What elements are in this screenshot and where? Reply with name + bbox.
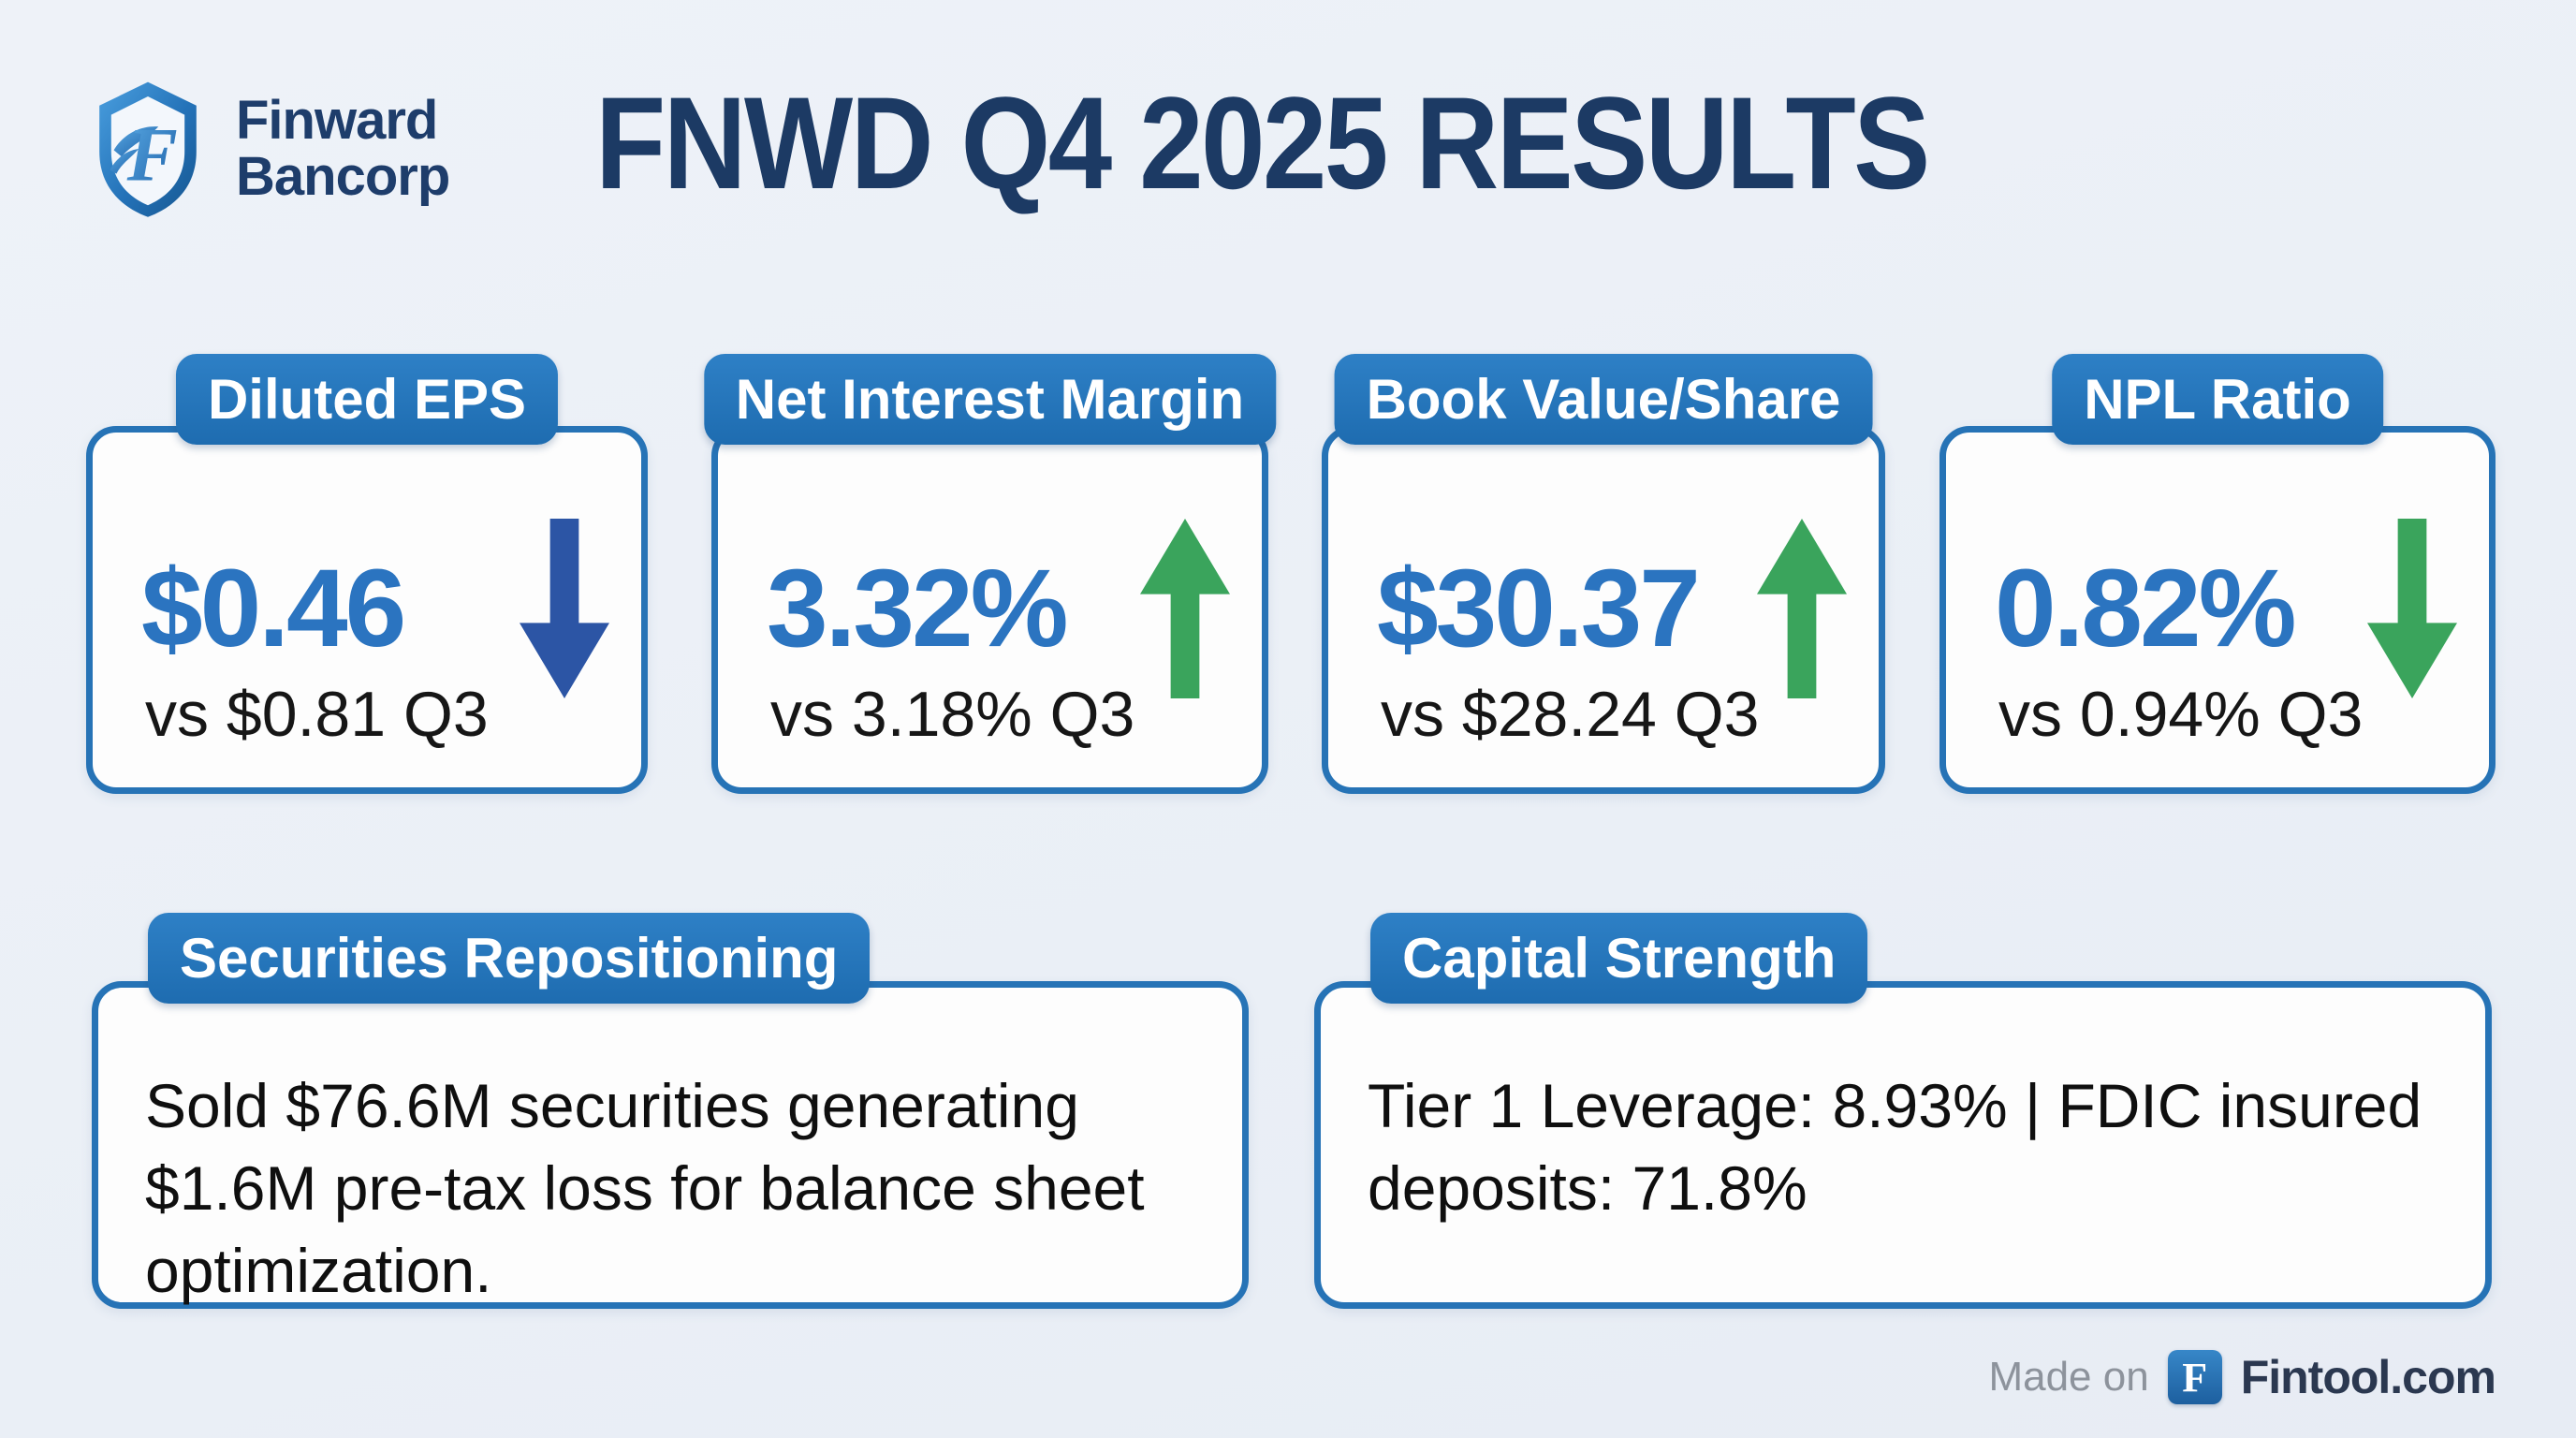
metric-value: $0.46 — [141, 546, 406, 670]
metric-card-body: 3.32% vs 3.18% Q3 — [711, 426, 1268, 794]
metric-card-diluted-eps: Diluted EPS $0.46 vs $0.81 Q3 — [86, 354, 648, 794]
metric-card-body: $30.37 vs $28.24 Q3 — [1322, 426, 1885, 794]
footer-watermark: Made on F Fintool.com — [1988, 1350, 2496, 1404]
detail-label-pill: Capital Strength — [1370, 913, 1868, 1004]
metric-card-net-interest-margin: Net Interest Margin 3.32% vs 3.18% Q3 — [703, 354, 1277, 794]
brand-name-line2: Bancorp — [236, 146, 450, 207]
made-on-label: Made on — [1988, 1354, 2149, 1400]
metric-label-pill: Net Interest Margin — [703, 354, 1277, 445]
metric-card-body: $0.46 vs $0.81 Q3 — [86, 426, 648, 794]
detail-card-securities-repositioning: Securities Repositioning Sold $76.6M sec… — [92, 913, 1249, 1309]
detail-text-line: optimization. — [145, 1236, 492, 1305]
arrow-up-icon — [1140, 518, 1230, 698]
detail-text-line: $1.6M pre-tax loss for balance sheet — [145, 1153, 1145, 1223]
brand-name-line1: Finward — [236, 90, 438, 151]
arrow-up-icon — [1757, 518, 1847, 698]
detail-text-line: Sold $76.6M securities generating — [145, 1071, 1079, 1140]
page-title: FNWD Q4 2025 RESULTS — [595, 69, 1930, 216]
shield-f-logo-icon: F — [99, 81, 197, 217]
metric-comparison: vs $28.24 Q3 — [1381, 679, 1760, 750]
detail-text-line: deposits: 71.8% — [1368, 1153, 1808, 1223]
metric-card-body: 0.82% vs 0.94% Q3 — [1939, 426, 2496, 794]
detail-label-pill: Securities Repositioning — [148, 913, 871, 1004]
metric-comparison: vs 3.18% Q3 — [770, 679, 1135, 750]
metric-value: 0.82% — [1995, 546, 2297, 670]
metric-comparison: vs $0.81 Q3 — [145, 679, 489, 750]
metric-card-npl-ratio: NPL Ratio 0.82% vs 0.94% Q3 — [1939, 354, 2496, 794]
metric-value: 3.32% — [767, 546, 1069, 670]
fintool-badge-icon: F — [2167, 1350, 2222, 1404]
metric-card-book-value-share: Book Value/Share $30.37 vs $28.24 Q3 — [1322, 354, 1885, 794]
fintool-brand-link[interactable]: Fintool.com — [2240, 1351, 2496, 1403]
detail-text-line: Tier 1 Leverage: 8.93% | FDIC insured — [1368, 1071, 2422, 1140]
arrow-down-icon — [520, 518, 609, 698]
metric-label-pill: NPL Ratio — [2052, 354, 2383, 445]
detail-card-capital-strength: Capital Strength Tier 1 Leverage: 8.93% … — [1314, 913, 2492, 1309]
metric-label-pill: Diluted EPS — [175, 354, 559, 445]
metric-label-pill: Book Value/Share — [1334, 354, 1873, 445]
svg-text:F: F — [126, 113, 178, 198]
brand-name: Finward Bancorp — [236, 90, 450, 207]
metric-value: $30.37 — [1377, 546, 1701, 670]
detail-card-body: Tier 1 Leverage: 8.93% | FDIC insured de… — [1314, 981, 2492, 1309]
arrow-down-icon — [2367, 518, 2457, 698]
metric-comparison: vs 0.94% Q3 — [1998, 679, 2364, 750]
brand-logo-group: F Finward Bancorp — [82, 75, 450, 223]
detail-text: Tier 1 Leverage: 8.93% | FDIC insured de… — [1321, 988, 2485, 1229]
detail-text: Sold $76.6M securities generating $1.6M … — [98, 988, 1242, 1312]
detail-card-body: Sold $76.6M securities generating $1.6M … — [92, 981, 1249, 1309]
